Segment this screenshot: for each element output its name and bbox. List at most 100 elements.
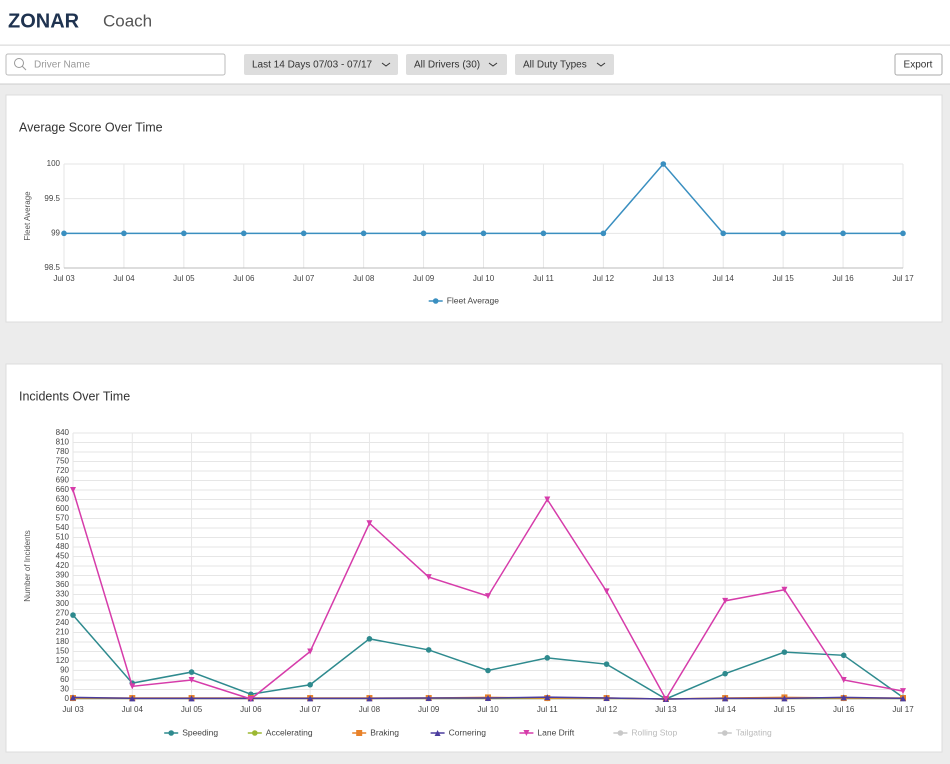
y-tick-label: 450 [56, 552, 70, 561]
search-icon [21, 65, 27, 71]
y-tick-label: 660 [56, 485, 70, 494]
data-point [781, 586, 788, 593]
export-label: Export [904, 60, 933, 71]
search-placeholder: Driver Name [34, 60, 91, 71]
legend-label: Braking [370, 727, 399, 737]
legend-marker [252, 730, 258, 736]
data-point [420, 230, 427, 237]
duty-dropdown[interactable] [515, 54, 614, 75]
x-tick-label: Jul 17 [892, 274, 914, 283]
y-tick-label: 0 [65, 694, 70, 703]
data-point [121, 230, 127, 237]
x-tick-label: Jul 04 [113, 274, 135, 283]
x-tick-label: Jul 15 [774, 705, 796, 714]
data-point [603, 695, 610, 702]
data-point [544, 655, 551, 661]
y-tick-label: 360 [56, 580, 70, 589]
y-tick-label: 810 [56, 438, 70, 447]
legend-marker [617, 730, 624, 736]
x-tick-label: Jul 11 [537, 705, 558, 714]
data-point [840, 230, 846, 237]
legend-label: Cornering [449, 727, 487, 737]
product: Coach [103, 11, 152, 30]
data-point [307, 681, 313, 688]
x-tick-label: Jul 09 [418, 705, 440, 714]
y-axis-label: Fleet Average [23, 191, 32, 241]
x-tick-label: Jul 03 [62, 705, 84, 714]
data-point [840, 677, 847, 683]
data-point [70, 612, 76, 618]
legend-marker [432, 298, 439, 304]
y-tick-label: 330 [56, 590, 70, 599]
data-point [181, 230, 187, 237]
data-point [61, 230, 67, 237]
x-tick-label: Jul 13 [655, 705, 677, 714]
x-tick-label: Jul 04 [122, 705, 144, 714]
panel [5, 94, 943, 323]
x-tick-label: Jul 10 [473, 274, 495, 283]
x-tick-label: Jul 14 [714, 705, 736, 714]
y-tick-label: 780 [56, 447, 70, 456]
data-point [544, 694, 551, 701]
data-point [485, 667, 491, 674]
x-tick-label: Jul 03 [53, 274, 75, 283]
y-tick-label: 600 [56, 504, 70, 513]
y-tick-label: 99.5 [44, 194, 60, 203]
data-point [600, 230, 607, 237]
legend-marker [722, 730, 728, 736]
data-point [781, 695, 788, 702]
y-tick-label: 750 [56, 457, 70, 466]
search-box[interactable] [5, 53, 226, 76]
data-point [485, 593, 491, 600]
y-tick-label: 210 [56, 628, 70, 637]
duty-dropdown-label: All Duty Types [523, 60, 587, 71]
data-point [366, 520, 373, 527]
data-point [70, 694, 76, 701]
y-tick-label: 840 [56, 428, 70, 437]
export-button[interactable] [894, 53, 943, 76]
y-tick-label: 120 [56, 656, 70, 665]
y-tick-label: 100 [47, 159, 61, 168]
chart-title: Average Score Over Time [19, 120, 163, 134]
y-tick-label: 60 [60, 675, 69, 684]
data-point [188, 677, 195, 683]
data-point [360, 230, 367, 237]
brand: ZONAR [8, 10, 80, 32]
legend-label: Rolling Stop [631, 727, 677, 737]
y-tick-label: 240 [56, 618, 70, 627]
x-tick-label: Jul 08 [359, 705, 381, 714]
x-tick-label: Jul 05 [181, 705, 203, 714]
legend-marker [356, 730, 363, 736]
y-tick-label: 150 [56, 647, 70, 656]
y-tick-label: 570 [56, 514, 70, 523]
data-point [840, 694, 847, 701]
y-tick-label: 180 [56, 637, 70, 646]
legend-marker [168, 730, 174, 736]
y-tick-label: 720 [56, 466, 70, 475]
y-tick-label: 480 [56, 542, 70, 551]
date-dropdown[interactable] [244, 54, 398, 75]
y-tick-label: 300 [56, 599, 70, 608]
data-point [300, 230, 307, 237]
data-point [660, 161, 667, 167]
data-point [247, 696, 254, 702]
y-tick-label: 30 [60, 685, 69, 694]
legend-label: Speeding [182, 727, 218, 737]
data-point [188, 695, 195, 702]
driver-dropdown[interactable] [406, 54, 507, 75]
chart-title: Incidents Over Time [19, 389, 130, 403]
x-tick-label: Jul 07 [299, 705, 321, 714]
legend-label: Fleet Average [447, 295, 500, 305]
chevron [488, 62, 498, 67]
data-point [240, 230, 247, 237]
y-tick-label: 390 [56, 571, 70, 580]
y-tick-label: 98.5 [44, 263, 60, 272]
x-tick-label: Jul 05 [173, 274, 195, 283]
data-point [425, 647, 432, 653]
data-point [900, 688, 906, 695]
x-tick-label: Jul 12 [596, 705, 618, 714]
y-tick-label: 420 [56, 561, 70, 570]
data-point [603, 588, 610, 595]
